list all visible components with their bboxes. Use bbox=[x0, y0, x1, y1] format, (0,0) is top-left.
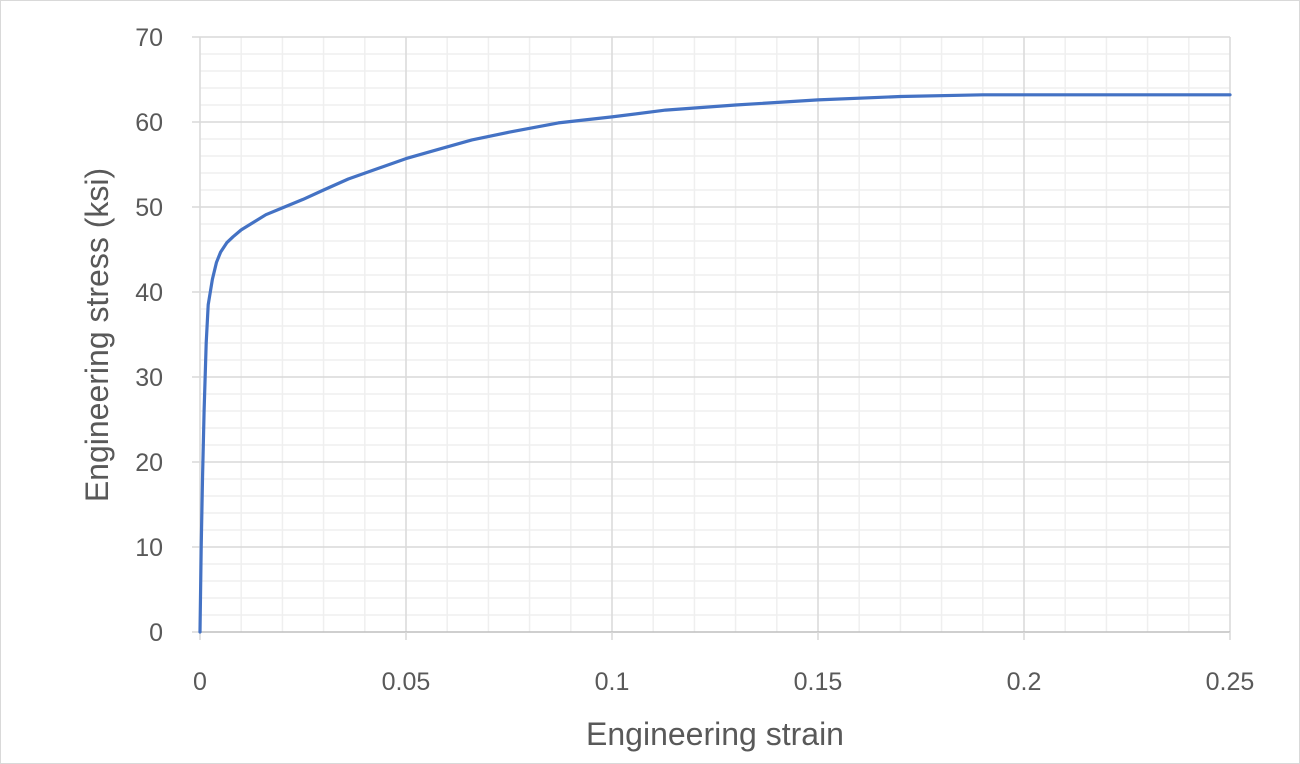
stress-strain-curve bbox=[198, 93, 1232, 634]
y-tick-label: 30 bbox=[135, 364, 163, 392]
y-tick-label: 20 bbox=[135, 449, 163, 477]
x-tick-label: 0.2 bbox=[1007, 668, 1042, 696]
y-tick-label: 50 bbox=[135, 194, 163, 222]
minor-gridlines bbox=[200, 37, 1230, 632]
y-tick-labels: 0 10 20 30 40 50 60 70 bbox=[135, 24, 163, 647]
x-tick-labels: 0 0.05 0.1 0.15 0.2 0.25 bbox=[193, 668, 1254, 696]
y-tick-label: 40 bbox=[135, 279, 163, 307]
x-axis-title: Engineering strain bbox=[586, 716, 844, 752]
data-series bbox=[198, 93, 1232, 634]
x-tick-label: 0.1 bbox=[595, 668, 630, 696]
x-tick-label: 0.05 bbox=[382, 668, 431, 696]
x-tick-label: 0 bbox=[193, 668, 207, 696]
major-gridlines bbox=[200, 36, 1231, 632]
axes bbox=[192, 36, 1231, 640]
x-tick-label: 0.15 bbox=[794, 668, 843, 696]
y-tick-label: 70 bbox=[135, 24, 163, 52]
y-tick-label: 10 bbox=[135, 534, 163, 562]
y-tick-label: 60 bbox=[135, 109, 163, 137]
x-tick-label: 0.25 bbox=[1206, 668, 1255, 696]
y-axis-title: Engineering stress (ksi) bbox=[79, 168, 115, 502]
y-tick-label: 0 bbox=[149, 619, 163, 647]
